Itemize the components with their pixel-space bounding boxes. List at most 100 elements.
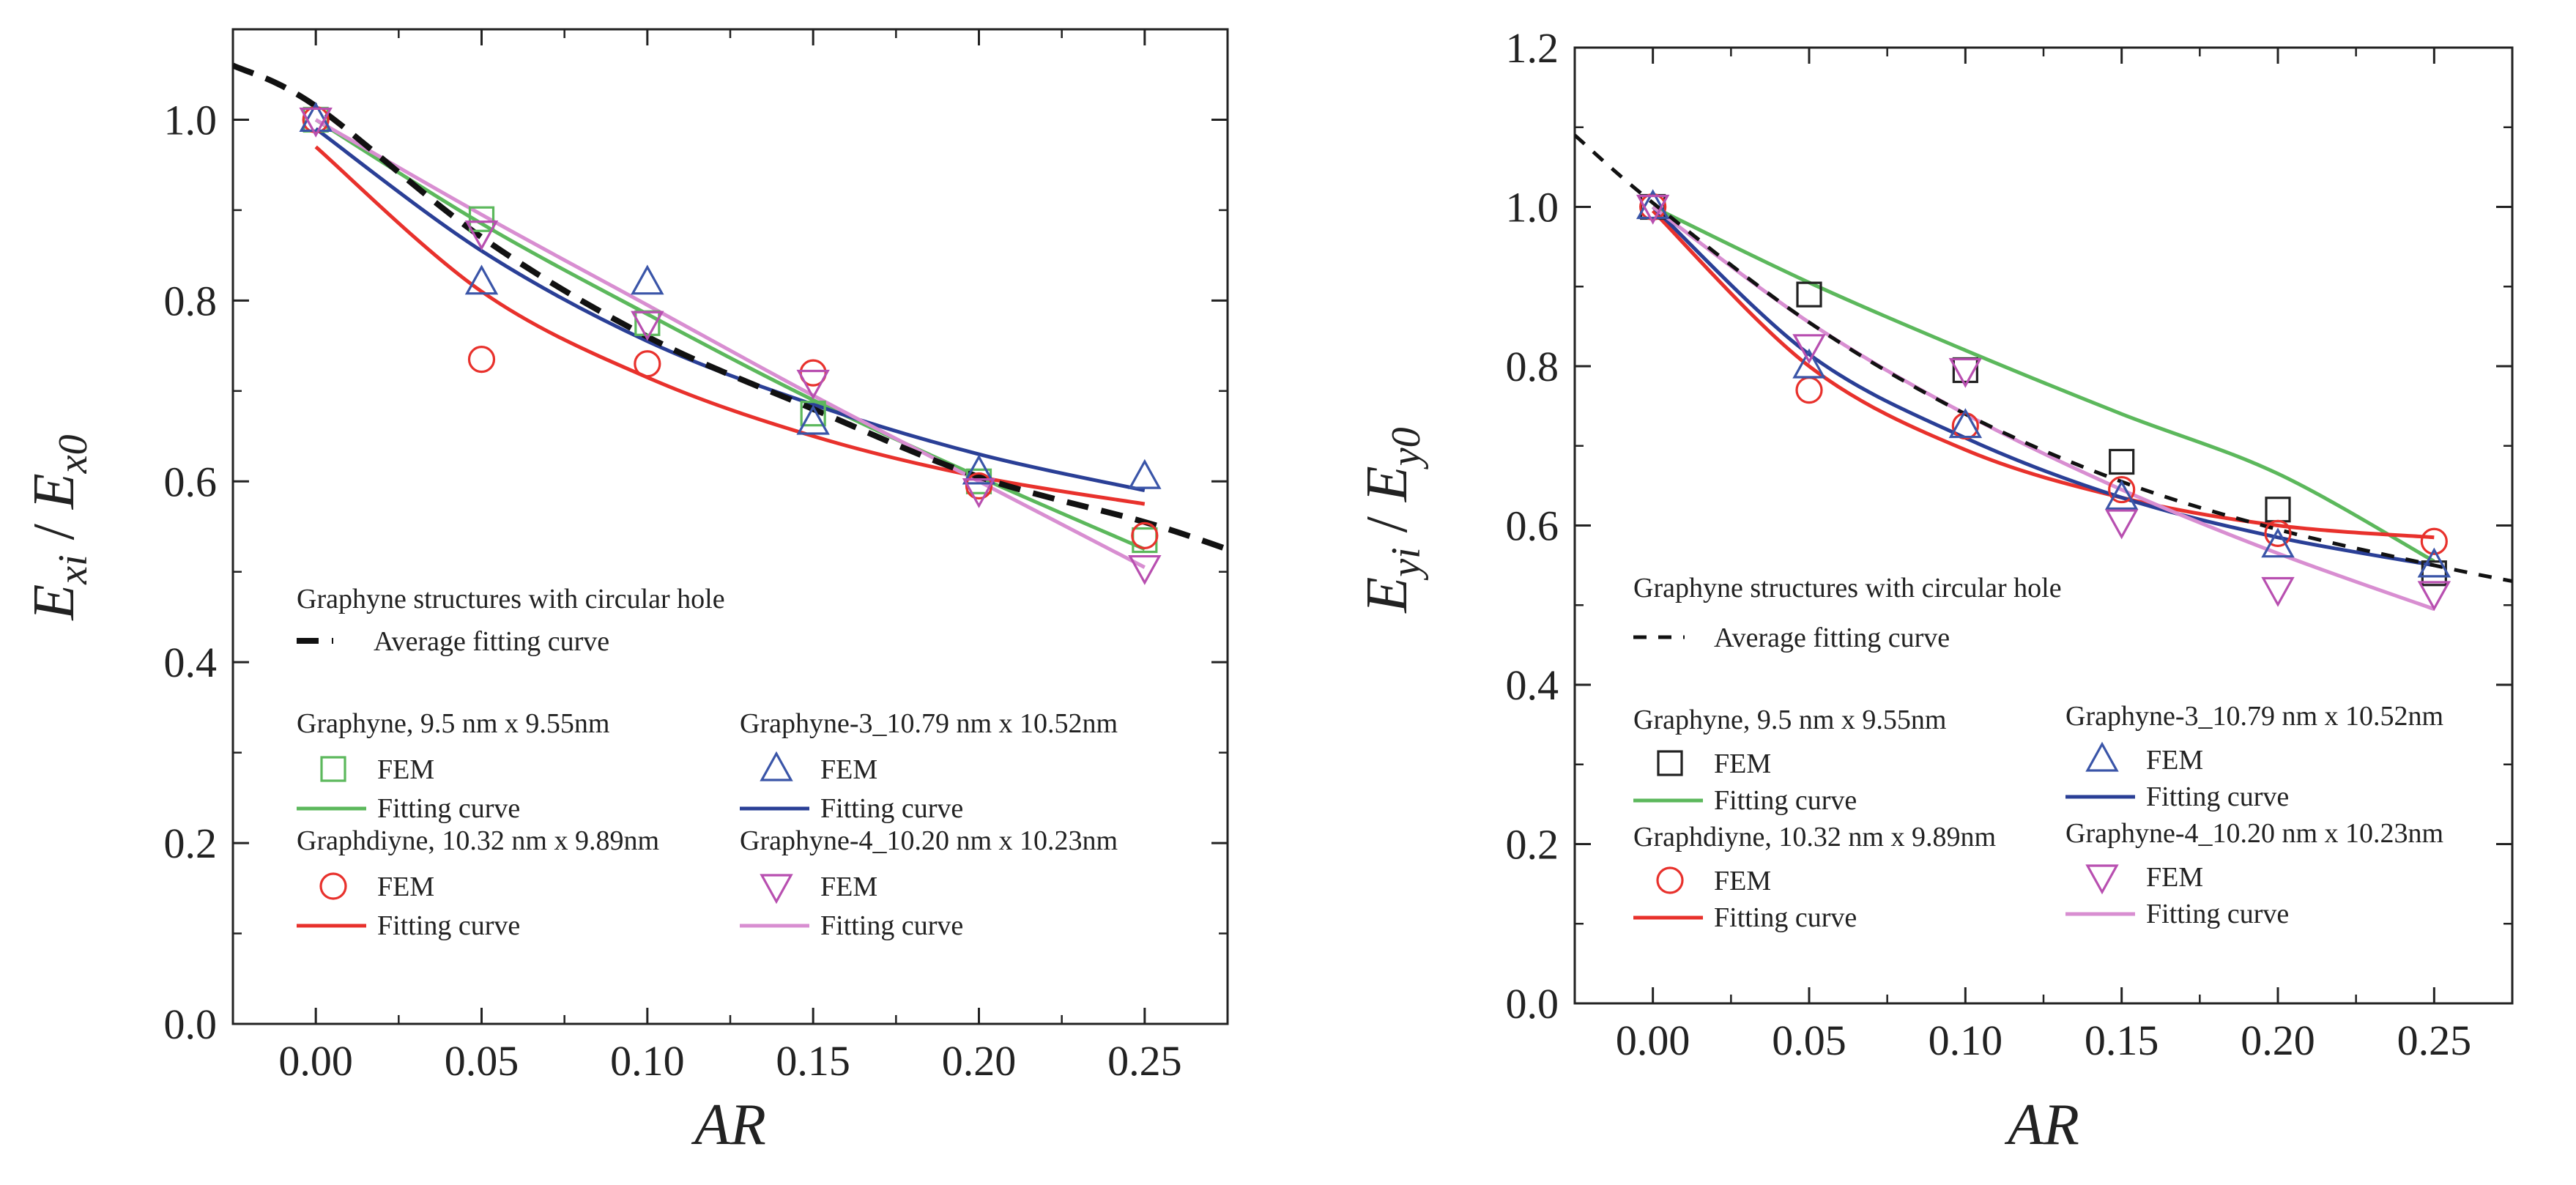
fit-line-graphyne — [314, 118, 1146, 551]
fem-point-graphyne-3 — [1792, 348, 1826, 379]
fem-point-graphyne-3 — [2104, 480, 2139, 510]
fem-point-graphdiyne — [1639, 193, 1667, 221]
fem-point-graphdiyne — [2264, 519, 2292, 547]
legend-fem-label: FEM — [2146, 862, 2203, 893]
x-tick-label: 0.00 — [1616, 1017, 1690, 1064]
legend-fem-marker-graphyne — [1657, 750, 1683, 776]
fem-point-graphyne-4 — [2261, 576, 2295, 607]
average-fitting-line — [1575, 133, 2512, 584]
x-tick-label: 0.25 — [1107, 1037, 1182, 1085]
legend-series-name-graphyne: Graphyne, 9.5 nm x 9.55nm — [297, 708, 609, 739]
x-tick-label: 0.10 — [610, 1037, 685, 1085]
fem-point-graphdiyne — [965, 472, 993, 500]
legend-fem-label: FEM — [820, 754, 877, 785]
y-axis-label-sub: yi — [1384, 547, 1429, 580]
fem-point-graphyne-4 — [631, 311, 664, 341]
fem-point-graphdiyne — [2420, 527, 2448, 555]
average-fitting-line — [233, 62, 1228, 552]
y-tick-label: 0.6 — [1506, 502, 1559, 550]
y-axis-label-base: E — [22, 584, 86, 621]
y-axis-label-sep: / — [22, 509, 86, 554]
y-axis-label-base: E — [1355, 577, 1419, 614]
fem-point-graphyne-4 — [796, 369, 830, 400]
legend-fem-label: FEM — [2146, 745, 2203, 776]
y-tick-label: 0.0 — [1506, 980, 1559, 1028]
legend-fem-label: FEM — [820, 872, 877, 902]
x-tick-label: 0.15 — [2085, 1017, 2159, 1064]
legend-title: Graphyne structures with circular hole — [297, 584, 725, 614]
fit-line-graphyne — [1652, 205, 2435, 563]
fem-point-graphyne-3 — [631, 264, 664, 295]
x-tick-label: 0.05 — [445, 1037, 519, 1085]
legend-fit-label: Fitting curve — [1714, 785, 1857, 816]
fem-point-graphyne-4 — [299, 107, 333, 138]
y-tick-label: 0.2 — [164, 820, 218, 867]
fem-point-graphyne — [468, 206, 495, 232]
fem-point-graphdiyne — [467, 346, 496, 374]
x-tick-label: 0.20 — [2241, 1017, 2315, 1064]
fem-point-graphyne-3 — [299, 102, 333, 133]
left-chart: 0.00 0.05 0.10 0.15 0.20 0.25 0.0 0.2 0.4 0.6 0.8 1… — [22, 28, 1229, 1157]
legend-fem-marker-graphyne-4 — [2085, 864, 2119, 895]
legend-fit-label: Fitting curve — [377, 793, 520, 824]
legend-fem-marker-graphdiyne — [1656, 866, 1684, 894]
fem-point-graphyne-4 — [1948, 357, 1983, 388]
legend-average-label: Average fitting curve — [1714, 623, 1950, 653]
x-tick-label: 0.10 — [1929, 1017, 2003, 1064]
fem-point-graphyne-3 — [962, 454, 996, 485]
fem-point-graphdiyne — [2108, 475, 2136, 504]
fem-point-graphyne-4 — [1792, 334, 1826, 365]
fem-point-graphdiyne — [634, 350, 661, 378]
fem-point-graphyne-4 — [464, 220, 499, 251]
legend-title: Graphyne structures with circular hole — [1633, 573, 2062, 603]
right-chart: 0.00 0.05 0.10 0.15 0.20 0.25 0.0 0.2 0.4 0.6 0.8 1… — [1355, 24, 2514, 1157]
legend-fit-label: Fitting curve — [377, 910, 520, 941]
fem-point-graphyne-3 — [1636, 189, 1670, 220]
y-axis-label: Eyi / Ey0 — [1355, 427, 1429, 613]
fem-point-graphyne-3 — [2261, 527, 2295, 558]
fem-point-graphyne-3 — [2417, 547, 2451, 578]
y-axis-label-sep: / — [1355, 502, 1419, 547]
legend-fem-label: FEM — [377, 872, 434, 902]
legend-series-name-graphdiyne: Graphdiyne, 10.32 nm x 9.89nm — [1633, 822, 1996, 852]
x-tick-label: 0.15 — [776, 1037, 850, 1085]
legend-fit-label: Fitting curve — [820, 910, 963, 941]
y-tick-label: 0.8 — [1506, 343, 1559, 390]
y-axis-label-sub: xi — [51, 554, 96, 584]
fit-line-graphdiyne — [314, 145, 1146, 506]
fit-curves — [233, 62, 1228, 569]
legend-fit-label: Fitting curve — [1714, 902, 1857, 933]
legend-series-name-graphyne-4: Graphyne-4_10.20 nm x 10.23nm — [2065, 818, 2443, 849]
legend-fem-label: FEM — [377, 754, 434, 785]
legend-fem-marker-graphyne-3 — [760, 751, 793, 781]
legend-series-name-graphyne-3: Graphyne-3_10.79 nm x 10.52nm — [2065, 701, 2443, 732]
x-axis-label: AR — [2004, 1093, 2079, 1157]
legend-fem-label: FEM — [1714, 748, 1771, 779]
y-tick-label: 1.0 — [1506, 184, 1559, 231]
y-tick-label: 0.2 — [1506, 821, 1559, 869]
fem-point-graphyne — [2109, 448, 2135, 475]
y-tick-label: 0.4 — [1506, 661, 1559, 709]
legend-fem-marker-graphyne — [320, 756, 346, 782]
x-tick-label: 0.25 — [2397, 1017, 2472, 1064]
legend-average-label: Average fitting curve — [374, 626, 609, 657]
y-axis-label-base: E — [1355, 466, 1419, 502]
fem-point-graphyne-4 — [2104, 509, 2139, 540]
legend-fit-label: Fitting curve — [2146, 781, 2289, 812]
y-axis-label-sub: y0 — [1384, 427, 1429, 469]
legend-series-name-graphyne: Graphyne, 9.5 nm x 9.55nm — [1633, 705, 1946, 735]
y-tick-label: 0.8 — [164, 277, 218, 324]
legend-fem-label: FEM — [1714, 866, 1771, 896]
x-tick-label: 0.00 — [278, 1037, 353, 1085]
y-axis-label: Exi / Ex0 — [22, 434, 96, 620]
y-tick-label: 0.6 — [164, 458, 218, 505]
legend-series-name-graphyne-4: Graphyne-4_10.20 nm x 10.23nm — [740, 825, 1118, 856]
fem-point-graphdiyne — [1131, 521, 1159, 549]
fem-point-graphyne — [800, 401, 826, 427]
fem-point-graphyne-3 — [464, 264, 499, 295]
legend-fem-marker-graphyne-3 — [2085, 741, 2119, 772]
legend-series-name-graphyne-3: Graphyne-3_10.79 nm x 10.52nm — [740, 708, 1118, 739]
legend-fem-marker-graphdiyne — [319, 872, 347, 900]
